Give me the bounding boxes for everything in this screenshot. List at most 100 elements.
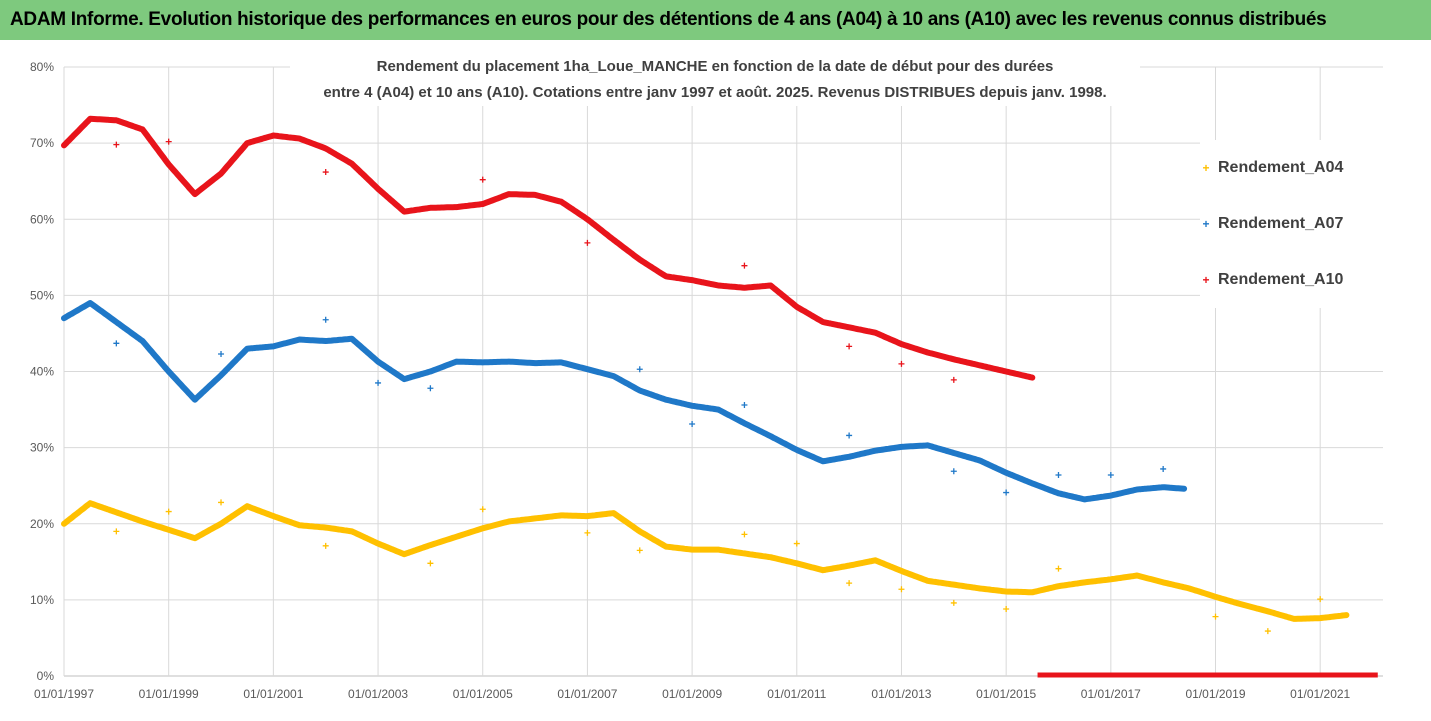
data-point [1160, 484, 1166, 490]
outlier-marker [950, 376, 957, 383]
data-point [140, 519, 145, 524]
y-tick-label: 0% [37, 669, 55, 683]
data-point [1029, 375, 1035, 380]
data-point [192, 535, 198, 541]
data-point [899, 444, 904, 450]
data-point [480, 201, 486, 207]
data-point [61, 315, 67, 321]
data-point [323, 146, 329, 151]
data-point [794, 560, 800, 566]
data-point [611, 510, 616, 516]
legend-marker-a07: + [1202, 217, 1210, 231]
outlier-marker [1160, 465, 1167, 472]
x-tick-label: 01/01/1999 [139, 687, 199, 701]
outlier-marker [846, 580, 853, 587]
outlier-marker [165, 508, 172, 515]
data-point [1056, 583, 1061, 589]
data-point [1291, 616, 1297, 622]
data-point [192, 397, 198, 403]
data-point [113, 117, 119, 123]
outlier-marker [427, 560, 434, 567]
data-point [297, 136, 302, 141]
data-point [427, 542, 433, 548]
x-tick-label: 01/01/2011 [767, 687, 826, 701]
data-point [87, 500, 93, 506]
data-point [1003, 369, 1009, 374]
outlier-marker [846, 343, 853, 350]
data-point [1082, 579, 1088, 585]
data-point [192, 191, 198, 197]
data-point [1082, 496, 1088, 502]
data-point [506, 519, 512, 524]
data-point [113, 509, 119, 515]
outlier-marker [950, 599, 957, 606]
legend-marker-a10: + [1202, 273, 1210, 287]
data-point [87, 300, 93, 306]
x-tick-label: 01/01/2001 [243, 687, 303, 701]
data-point [872, 330, 878, 336]
data-point [1134, 487, 1140, 492]
data-point [742, 420, 747, 426]
legend-marker-a04: + [1202, 161, 1210, 175]
data-point [349, 528, 355, 534]
series-trace [61, 500, 1350, 622]
data-point [532, 516, 538, 521]
data-point [113, 319, 119, 325]
data-point [244, 503, 250, 509]
data-point [689, 277, 695, 283]
outlier-marker [322, 316, 329, 323]
data-point [1317, 615, 1323, 621]
data-point [323, 338, 329, 344]
data-point [977, 458, 983, 463]
data-point [585, 366, 590, 372]
data-point [375, 541, 381, 546]
data-point [427, 369, 433, 374]
outlier-marker [584, 239, 591, 246]
y-tick-label: 20% [30, 517, 54, 531]
outlier-marker [846, 432, 853, 439]
data-point [270, 133, 276, 138]
data-point [689, 403, 695, 409]
outlier-marker [165, 138, 172, 145]
data-point [558, 512, 564, 518]
data-point [715, 407, 721, 412]
outlier-marker [636, 366, 643, 373]
outlier-marker [689, 421, 696, 428]
outlier-marker [584, 529, 591, 536]
data-point [611, 237, 616, 243]
outlier-marker [741, 262, 748, 269]
data-point [637, 528, 643, 534]
data-point [218, 171, 224, 176]
chart-title-line-2: entre 4 (A04) et 10 ans (A10). Cotations… [323, 84, 1107, 101]
data-point [270, 343, 276, 349]
data-point [140, 338, 145, 344]
outlier-marker [113, 528, 120, 535]
data-point [899, 341, 904, 347]
data-point [532, 192, 538, 198]
x-tick-label: 01/01/2003 [348, 687, 408, 701]
data-point [689, 547, 695, 553]
data-point [1003, 470, 1009, 476]
data-point [768, 283, 774, 288]
data-point [637, 388, 643, 393]
outlier-marker [113, 141, 120, 148]
data-point [794, 447, 800, 453]
data-point [585, 216, 590, 222]
data-point [899, 568, 904, 574]
chart-legend: + Rendement_A04 + Rendement_A07 + Rendem… [1200, 140, 1400, 308]
data-point [270, 513, 276, 519]
y-tick-label: 10% [30, 593, 54, 607]
outlier-marker [1003, 606, 1010, 613]
outlier-marker [1212, 613, 1219, 620]
data-point [925, 350, 931, 355]
data-point [375, 359, 381, 365]
outlier-marker [218, 350, 225, 357]
data-point [166, 527, 172, 533]
data-point [558, 199, 564, 205]
y-tick-label: 70% [30, 136, 54, 150]
y-tick-label: 60% [30, 212, 54, 226]
data-point [1343, 612, 1349, 618]
data-point [715, 283, 721, 288]
data-point [1160, 579, 1166, 585]
outlier-marker [950, 468, 957, 475]
